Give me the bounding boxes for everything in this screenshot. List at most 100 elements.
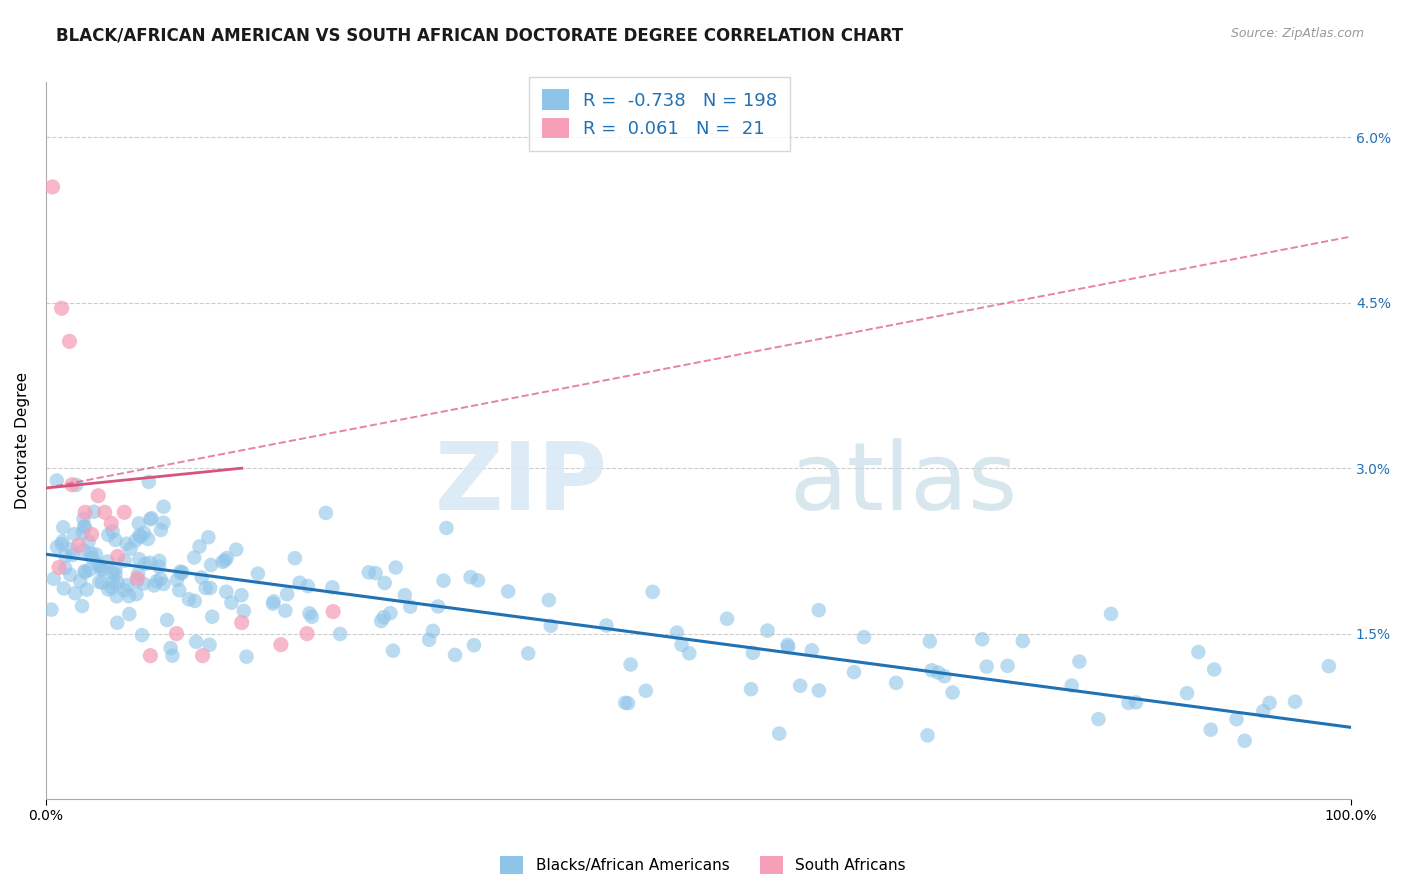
Point [444, 648, 467, 662]
Point [418, 632, 440, 647]
Point [69, 574, 91, 588]
Point [125, 587, 148, 601]
Point [87, 558, 110, 572]
Point [104, 567, 127, 582]
Point [262, 597, 284, 611]
Point [58, 334, 80, 349]
Point [776, 638, 799, 652]
Point [159, 641, 181, 656]
Point [73, 520, 96, 534]
Point [678, 646, 700, 660]
Point [194, 581, 217, 595]
Point [322, 605, 344, 619]
Text: ZIP: ZIP [434, 438, 607, 530]
Point [139, 512, 162, 526]
Point [432, 574, 454, 588]
Point [82, 550, 104, 565]
Point [134, 557, 156, 571]
Point [467, 574, 489, 588]
Point [1125, 695, 1147, 709]
Point [373, 610, 395, 624]
Point [800, 643, 823, 657]
Point [315, 506, 337, 520]
Point [114, 583, 136, 598]
Point [1204, 663, 1226, 677]
Point [927, 665, 949, 680]
Text: Source: ZipAtlas.com: Source: ZipAtlas.com [1230, 27, 1364, 40]
Point [357, 566, 380, 580]
Point [537, 593, 560, 607]
Point [276, 587, 298, 601]
Point [131, 628, 153, 642]
Point [104, 562, 127, 576]
Point [107, 575, 129, 590]
Point [77, 534, 100, 549]
Point [125, 574, 148, 588]
Point [716, 612, 738, 626]
Point [148, 559, 170, 574]
Point [232, 604, 254, 618]
Point [1099, 607, 1122, 621]
Point [270, 638, 292, 652]
Point [128, 516, 150, 531]
Point [41, 602, 63, 616]
Point [918, 634, 941, 648]
Point [73, 564, 96, 578]
Point [382, 643, 405, 657]
Point [460, 570, 482, 584]
Point [84, 548, 107, 562]
Point [641, 584, 664, 599]
Point [198, 638, 221, 652]
Point [235, 649, 257, 664]
Point [190, 570, 212, 584]
Point [1175, 686, 1198, 700]
Point [1258, 696, 1281, 710]
Point [70, 599, 93, 613]
Point [634, 683, 657, 698]
Point [756, 624, 779, 638]
Point [167, 583, 190, 598]
Point [114, 554, 136, 568]
Point [132, 526, 155, 541]
Point [214, 553, 236, 567]
Point [1199, 723, 1222, 737]
Point [436, 521, 458, 535]
Point [93, 505, 115, 519]
Point [295, 626, 318, 640]
Point [127, 566, 149, 581]
Point [1069, 655, 1091, 669]
Point [41, 180, 63, 194]
Point [321, 580, 343, 594]
Text: atlas: atlas [790, 438, 1018, 530]
Point [768, 726, 790, 740]
Point [136, 532, 159, 546]
Point [60, 477, 83, 491]
Point [139, 556, 162, 570]
Y-axis label: Doctorate Degree: Doctorate Degree [15, 372, 30, 509]
Point [807, 603, 830, 617]
Point [197, 530, 219, 544]
Point [364, 566, 387, 580]
Point [63, 586, 86, 600]
Point [97, 582, 120, 597]
Point [72, 512, 94, 526]
Point [778, 640, 800, 654]
Point [200, 558, 222, 572]
Point [1225, 712, 1247, 726]
Point [75, 505, 97, 519]
Point [76, 582, 98, 597]
Point [740, 682, 762, 697]
Point [46, 540, 69, 554]
Point [671, 638, 693, 652]
Point [201, 609, 224, 624]
Point [156, 613, 179, 627]
Point [128, 552, 150, 566]
Point [53, 561, 76, 575]
Point [614, 696, 637, 710]
Point [394, 588, 416, 602]
Point [141, 511, 163, 525]
Point [139, 648, 162, 663]
Point [842, 665, 865, 680]
Point [191, 648, 214, 663]
Legend: Blacks/African Americans, South Africans: Blacks/African Americans, South Africans [495, 850, 911, 880]
